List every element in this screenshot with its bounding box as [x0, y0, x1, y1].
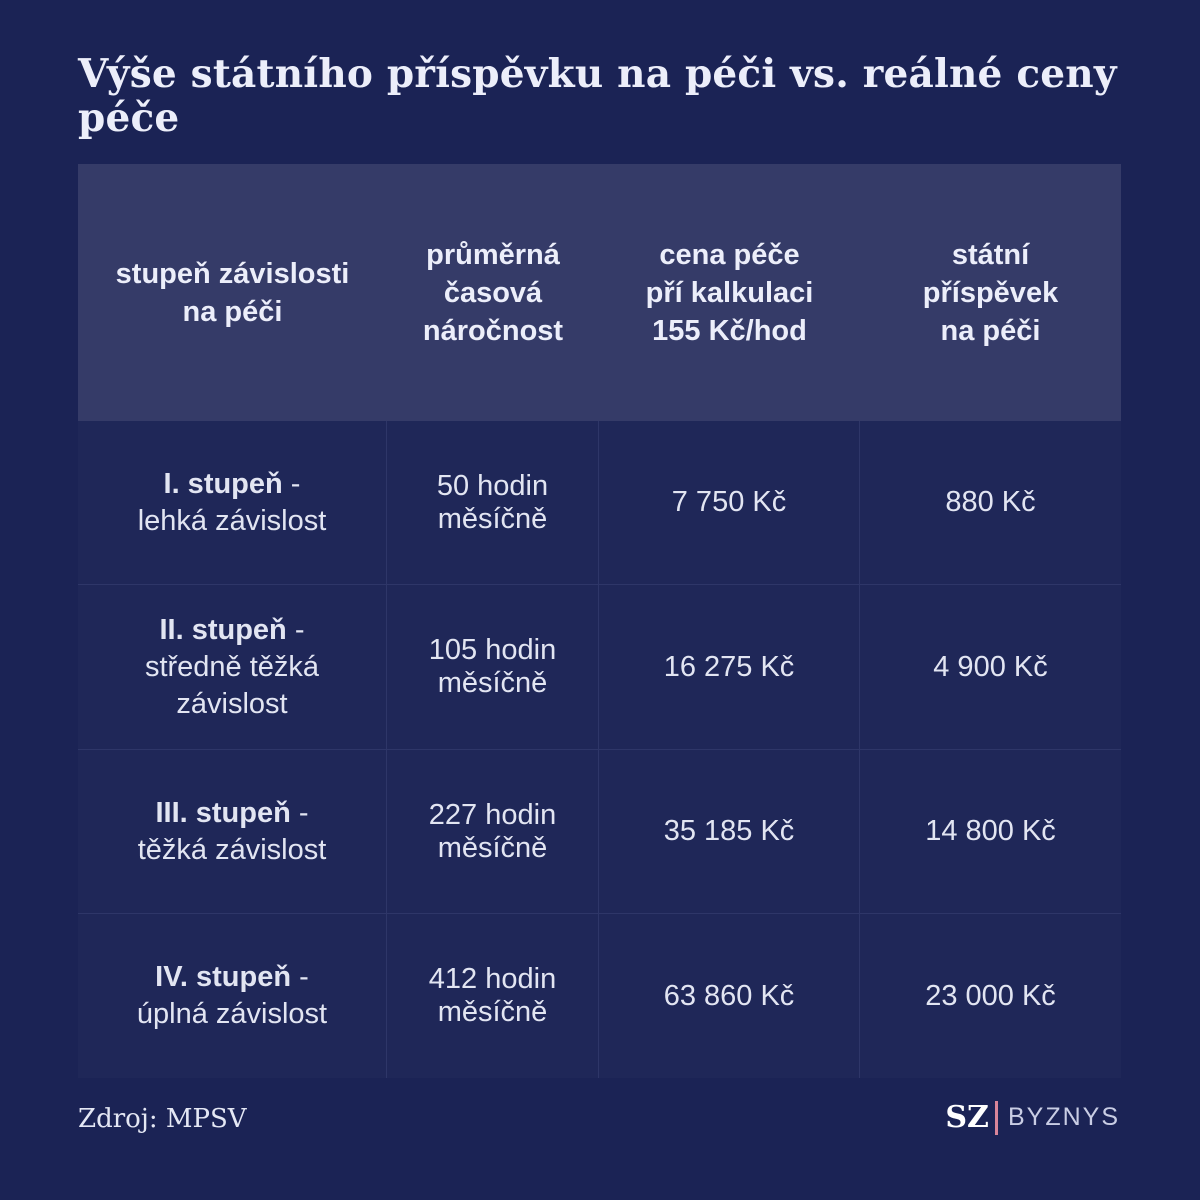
- table-cell-level: IV. stupeň - úplná závislost: [78, 914, 387, 1078]
- time-hours: 50 hodin: [436, 469, 549, 502]
- time-hours: 227 hodin: [428, 798, 557, 831]
- level-dash: -: [286, 613, 305, 646]
- header-line: státní: [951, 238, 1030, 271]
- header-line: pří kalkulaci: [645, 276, 814, 309]
- table-cell-time: 50 hodin měsíčně: [387, 421, 599, 585]
- time-hours: 105 hodin: [428, 634, 557, 666]
- table-cell-cost: 7 750 Kč: [599, 421, 860, 585]
- table-cell-level: I. stupeň - lehká závislost: [78, 421, 387, 585]
- header-state-contribution: státní příspěvek na péči: [860, 164, 1121, 421]
- table-cell-cost: 63 860 Kč: [599, 914, 860, 1078]
- table-cell-time: 105 hodin měsíčně: [387, 585, 599, 750]
- header-line: na péči: [182, 295, 283, 328]
- table-cell-contribution: 4 900 Kč: [860, 585, 1121, 750]
- level-name: I. stupeň: [163, 467, 283, 500]
- time-hours: 412 hodin: [428, 963, 557, 995]
- brand-logo: SZ BYZNYS: [945, 1100, 1120, 1135]
- level-description: těžká závislost: [137, 833, 327, 866]
- header-line: cena péče: [659, 238, 800, 271]
- header-line: na péči: [940, 314, 1041, 347]
- level-name: IV. stupeň: [155, 961, 292, 993]
- page-title: Výše státního příspěvku na péči vs. reál…: [78, 51, 1117, 141]
- time-period: měsíčně: [437, 502, 548, 535]
- header-dependency-level: stupeň závislosti na péči: [78, 164, 387, 421]
- table-cell-contribution: 880 Kč: [860, 421, 1121, 585]
- header-line: příspěvek: [922, 276, 1059, 309]
- brand-sz: SZ: [945, 1100, 989, 1135]
- header-time-demand: průměrná časová náročnost: [387, 164, 599, 421]
- header-line: náročnost: [422, 314, 564, 347]
- level-description: středně těžká závislost: [144, 650, 320, 720]
- time-period: měsíčně: [437, 667, 548, 699]
- level-name: II. stupeň: [159, 613, 287, 646]
- header-line: průměrná: [426, 238, 560, 271]
- table-cell-cost: 16 275 Kč: [599, 585, 860, 750]
- table-cell-level: III. stupeň - těžká závislost: [78, 750, 387, 914]
- time-period: měsíčně: [437, 831, 548, 864]
- source-note: Zdroj: MPSV: [78, 1104, 247, 1134]
- table-cell-cost: 35 185 Kč: [599, 750, 860, 914]
- level-name: III. stupeň: [155, 796, 291, 829]
- level-dash: -: [282, 467, 301, 500]
- header-care-cost: cena péče pří kalkulaci 155 Kč/hod: [599, 164, 860, 421]
- level-description: úplná závislost: [136, 998, 328, 1030]
- table-cell-contribution: 14 800 Kč: [860, 750, 1121, 914]
- table-cell-level: II. stupeň - středně těžká závislost: [78, 585, 387, 750]
- header-line: časová: [443, 276, 543, 309]
- level-dash: -: [290, 796, 309, 829]
- header-line: stupeň závislosti: [115, 257, 350, 290]
- level-dash: -: [291, 961, 309, 993]
- time-period: měsíčně: [437, 996, 548, 1028]
- brand-section: BYZNYS: [1007, 1103, 1120, 1131]
- table-cell-time: 227 hodin měsíčně: [387, 750, 599, 914]
- care-contribution-table: stupeň závislosti na péči průměrná časov…: [78, 164, 1121, 1078]
- brand-divider: [994, 1100, 998, 1135]
- level-description: lehká závislost: [137, 504, 327, 537]
- table-cell-time: 412 hodin měsíčně: [387, 914, 599, 1078]
- header-line: 155 Kč/hod: [652, 314, 807, 347]
- table-cell-contribution: 23 000 Kč: [860, 914, 1121, 1078]
